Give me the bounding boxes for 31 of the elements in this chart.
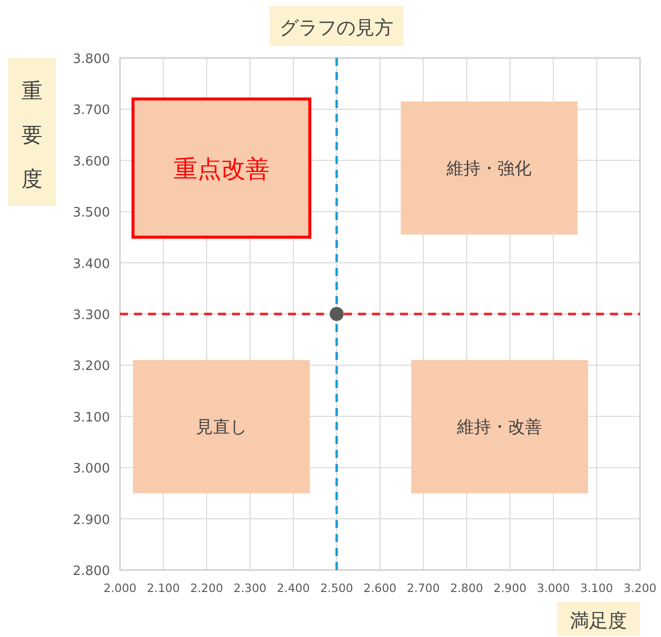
- x-tick-label: 3.100: [580, 581, 614, 595]
- y-axis-title: 重要度: [22, 79, 42, 191]
- y-tick-label: 3.400: [72, 256, 110, 272]
- y-tick-label: 3.300: [72, 308, 110, 323]
- y-tick-label: 3.800: [72, 52, 110, 67]
- y-tick-label: 3.100: [72, 410, 110, 426]
- y-tick-label: 3.600: [72, 154, 110, 170]
- y-tick-label: 3.000: [72, 462, 110, 477]
- annotation: 見直し: [196, 418, 247, 438]
- x-tick-label: 3.000: [536, 581, 570, 595]
- x-tick-label: 2.800: [450, 581, 484, 595]
- x-tick-label: 2.900: [494, 581, 526, 595]
- x-tick-label: 2.000: [104, 581, 136, 595]
- y-tick-label: 3.200: [72, 359, 110, 374]
- x-tick-label: 2.500: [320, 581, 354, 595]
- y-tick-label: 3.700: [72, 103, 110, 118]
- annotation: 維持・改善: [456, 418, 542, 438]
- y-tick-label: 2.900: [72, 512, 110, 528]
- y-tick-label: 2.800: [72, 564, 110, 579]
- x-tick-label: 2.100: [146, 581, 180, 595]
- x-axis-title: 満足度: [570, 610, 627, 632]
- x-tick-label: 3.200: [624, 581, 656, 595]
- x-tick-label: 2.200: [190, 581, 224, 595]
- annotation: 重点改善: [173, 155, 270, 184]
- chart-title: グラフの見方: [280, 17, 394, 39]
- annotation: 維持・強化: [446, 159, 532, 180]
- x-tick-label: 2.600: [364, 581, 396, 595]
- x-tick-label: 2.400: [276, 581, 310, 595]
- x-tick-label: 2.700: [406, 581, 440, 595]
- y-tick-label: 3.500: [72, 206, 110, 221]
- x-tick-label: 2.300: [234, 581, 266, 595]
